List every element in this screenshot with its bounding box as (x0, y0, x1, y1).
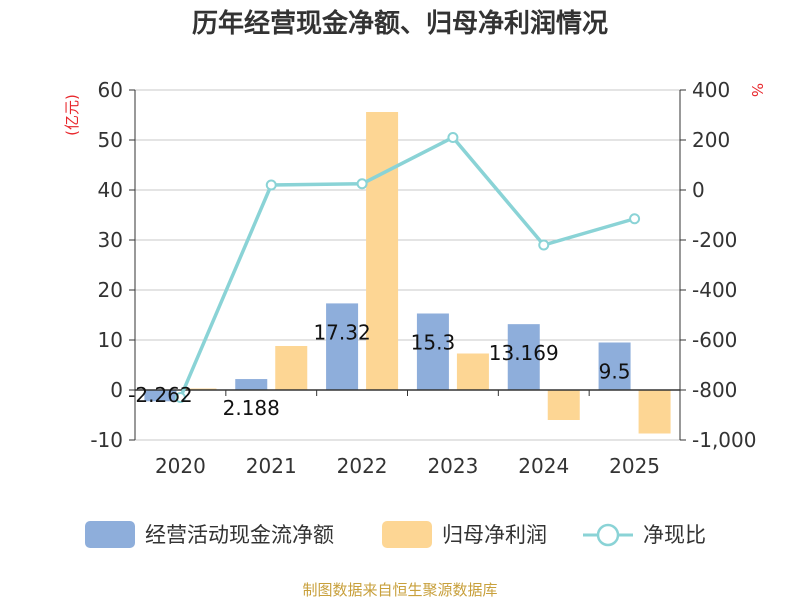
left-tick-label: 10 (98, 328, 123, 352)
bar-value-label: 15.3 (411, 331, 456, 355)
ratio-point (174, 392, 186, 403)
left-tick-label: 40 (98, 178, 123, 202)
right-tick-label: 0 (692, 178, 705, 202)
left-tick-label: 50 (98, 128, 123, 152)
bar-value-label: 9.5 (599, 360, 631, 384)
right-tick-label: -200 (692, 228, 737, 252)
legend-label-ratio: 净现比 (643, 523, 706, 547)
legend-swatch-net-profit (382, 521, 432, 548)
bar-value-label: -2.262 (128, 383, 192, 407)
x-tick-label: 2022 (337, 454, 388, 478)
x-tick-label: 2025 (609, 454, 660, 478)
right-tick-label: 200 (692, 128, 730, 152)
gridlines (135, 89, 680, 441)
bars (144, 112, 671, 434)
bar-value-label: 13.169 (489, 341, 559, 365)
left-tick-label: 0 (110, 378, 123, 402)
source-note: 制图数据来自恒生聚源数据库 (302, 581, 497, 599)
bar-net-profit (275, 346, 308, 390)
bar-cashflow (144, 390, 177, 402)
left-tick-label: -10 (90, 428, 123, 452)
x-tick-label: 2020 (155, 454, 206, 478)
right-tick-label: -600 (692, 328, 737, 352)
data-labels: -2.262 2.188 17.32 15.3 13.169 9.5 (128, 320, 630, 420)
legend-label-net-profit: 归母净利润 (442, 523, 547, 547)
ratio-point (629, 213, 641, 225)
bar-net-profit (638, 390, 671, 434)
x-tick-label: 2021 (246, 454, 297, 478)
chart-title: 历年经营现金净额、归母净利润情况 (192, 8, 608, 39)
bar-value-label: 17.32 (313, 320, 370, 344)
ratio-point (265, 179, 277, 191)
right-axis-unit: % (748, 83, 766, 97)
x-tick-label: 2023 (427, 454, 478, 478)
bar-cashflow (235, 379, 268, 390)
ratio-point (447, 132, 459, 143)
left-tick-label: 30 (98, 228, 123, 252)
bar-cashflow (507, 324, 540, 390)
ratio-point (538, 239, 550, 251)
right-tick-label: -1,000 (692, 428, 756, 452)
ratio-line (174, 132, 641, 403)
right-tick-label: -400 (692, 278, 737, 302)
ratio-point (356, 178, 368, 190)
ratio-line-path (178, 135, 636, 399)
bar-net-profit (366, 112, 399, 390)
x-tick-label: 2024 (518, 454, 569, 478)
bar-cashflow (416, 313, 449, 390)
right-tick-label: 400 (692, 78, 730, 102)
right-tick-label: -800 (692, 378, 737, 402)
legend-label-cashflow: 经营活动现金流净额 (145, 523, 334, 547)
legend: 经营活动现金流净额 归母净利润 净现比 (85, 521, 706, 548)
bar-value-label: 2.188 (223, 396, 280, 420)
axes: -10 0 10 20 30 40 50 60 -1,000 -800 -600 -400 -200 0 2… (90, 78, 756, 478)
bar-cashflow (598, 342, 631, 390)
bar-net-profit (547, 390, 580, 420)
legend-marker-ratio (596, 523, 620, 547)
left-tick-label: 20 (98, 278, 123, 302)
bar-cashflow (326, 303, 359, 390)
bar-net-profit (456, 353, 489, 390)
left-tick-label: 60 (98, 78, 123, 102)
left-axis-unit: (亿元) (63, 94, 81, 136)
legend-swatch-cashflow (85, 521, 135, 548)
